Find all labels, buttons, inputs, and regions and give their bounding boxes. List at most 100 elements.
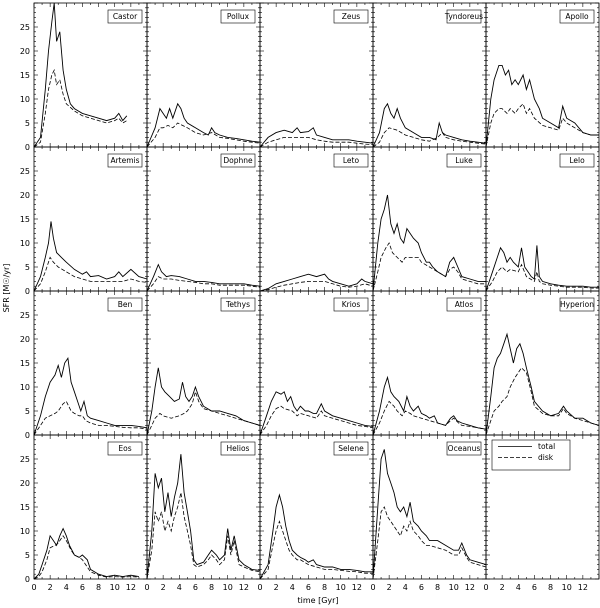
- legend-label-total: total: [538, 442, 555, 451]
- series-total-eos: [33, 527, 139, 580]
- panel-label-box: [333, 9, 369, 24]
- panel-label-eos: Eos: [118, 444, 131, 453]
- series-total-hyperion: [485, 332, 600, 436]
- x-tick-label: 10: [223, 583, 233, 592]
- panel-label-box: [107, 153, 143, 168]
- legend-label-disk: disk: [538, 453, 554, 462]
- series-disk-zeus: [259, 136, 374, 148]
- y-tick-label: 10: [20, 95, 30, 104]
- panel-label-box: [446, 297, 482, 312]
- series-total-atlos: [372, 375, 487, 436]
- x-tick-label: 4: [403, 583, 408, 592]
- panel-label-box: [446, 441, 482, 456]
- x-tick-label: 8: [435, 583, 440, 592]
- series-disk-tyndoreus: [372, 127, 487, 148]
- x-tick-label: 10: [562, 583, 572, 592]
- panel-label-box: [559, 153, 595, 168]
- panel-frame: [372, 2, 487, 148]
- series-total-luke: [372, 194, 486, 292]
- series-disk-apollo: [485, 103, 599, 148]
- series-total-krios: [259, 391, 374, 436]
- series-disk-selene: [259, 520, 373, 580]
- y-tick-label: 25: [20, 167, 30, 176]
- panel-label-atlos: Atlos: [455, 300, 474, 309]
- series-total-tyndoreus: [372, 102, 487, 148]
- panel-label-dophne: Dophne: [223, 156, 253, 165]
- panel-label-box: [220, 153, 256, 168]
- panel-label-box: [220, 9, 256, 24]
- x-axis-title: time [Gyr]: [297, 596, 338, 605]
- series-disk-luke: [372, 242, 486, 292]
- y-tick-label: 10: [20, 383, 30, 392]
- x-tick-label: 8: [209, 583, 214, 592]
- series-total-ben: [33, 356, 148, 436]
- series-disk-eos: [33, 535, 139, 580]
- panel-frame: [485, 146, 600, 292]
- panel-frame: [33, 2, 148, 148]
- x-tick-label: 0: [257, 583, 262, 592]
- x-tick-label: 12: [239, 583, 249, 592]
- panel-label-box: [220, 441, 256, 456]
- x-tick-label: 0: [144, 583, 149, 592]
- x-tick-label: 6: [80, 583, 85, 592]
- y-tick-label: 5: [25, 119, 30, 128]
- x-tick-label: 12: [465, 583, 475, 592]
- panel-label-tethys: Tethys: [225, 300, 250, 309]
- y-tick-label: 5: [25, 551, 30, 560]
- series-total-leto: [259, 273, 374, 292]
- x-tick-label: 2: [387, 583, 392, 592]
- x-tick-label: 0: [370, 583, 375, 592]
- x-tick-label: 4: [516, 583, 521, 592]
- y-tick-label: 20: [20, 191, 30, 200]
- panel-label-tyndoreus: Tyndoreus: [444, 12, 483, 21]
- panel-frame: [372, 290, 487, 436]
- series-disk-artemis: [33, 256, 148, 292]
- x-tick-label: 0: [31, 583, 36, 592]
- panel-label-box: [107, 9, 143, 24]
- panel-label-selene: Selene: [338, 444, 364, 453]
- panel-label-helios: Helios: [227, 444, 250, 453]
- series-disk-ben: [33, 400, 148, 436]
- panel-label-pollux: Pollux: [227, 12, 250, 21]
- y-tick-label: 25: [20, 311, 30, 320]
- x-tick-label: 2: [161, 583, 166, 592]
- series-disk-krios: [259, 405, 374, 436]
- series-disk-castor: [33, 68, 128, 148]
- series-total-lelo: [485, 245, 599, 292]
- x-tick-label: 10: [449, 583, 459, 592]
- x-tick-label: 8: [96, 583, 101, 592]
- panel-label-box: [220, 297, 256, 312]
- x-tick-label: 4: [290, 583, 295, 592]
- panel-frame: [372, 434, 487, 580]
- series-total-apollo: [485, 64, 599, 148]
- panel-frame: [259, 146, 374, 292]
- y-tick-label: 0: [25, 431, 30, 440]
- series-disk-oceanus: [372, 506, 487, 580]
- series-total-artemis: [33, 221, 148, 292]
- series-disk-atlos: [372, 400, 487, 436]
- y-tick-label: 0: [25, 287, 30, 296]
- axes-layer: 0510152025051015202505101520250510152025…: [20, 2, 600, 592]
- panel-label-box: [107, 441, 143, 456]
- x-tick-label: 2: [48, 583, 53, 592]
- x-tick-label: 6: [306, 583, 311, 592]
- panel-label-box: [107, 297, 143, 312]
- series-total-oceanus: [372, 449, 487, 580]
- panel-label-box: [333, 153, 369, 168]
- panel-frame: [259, 2, 374, 148]
- panel-label-artemis: Artemis: [110, 156, 139, 165]
- series-disk-dophne: [146, 276, 261, 292]
- panel-label-box: [333, 441, 369, 456]
- panels-layer: Castor Pollux Zeus Tyndoreus Apollo Artemis Do…: [33, 2, 600, 580]
- x-tick-label: 12: [578, 583, 588, 592]
- series-total-dophne: [146, 263, 261, 292]
- panel-label-lelo: Lelo: [569, 156, 585, 165]
- series-total-castor: [33, 2, 128, 148]
- series-disk-lelo: [485, 263, 599, 292]
- x-tick-label: 12: [126, 583, 136, 592]
- series-total-zeus: [259, 127, 374, 148]
- x-tick-label: 10: [110, 583, 120, 592]
- series-total-selene: [259, 493, 373, 580]
- y-tick-label: 5: [25, 263, 30, 272]
- x-tick-label: 4: [64, 583, 69, 592]
